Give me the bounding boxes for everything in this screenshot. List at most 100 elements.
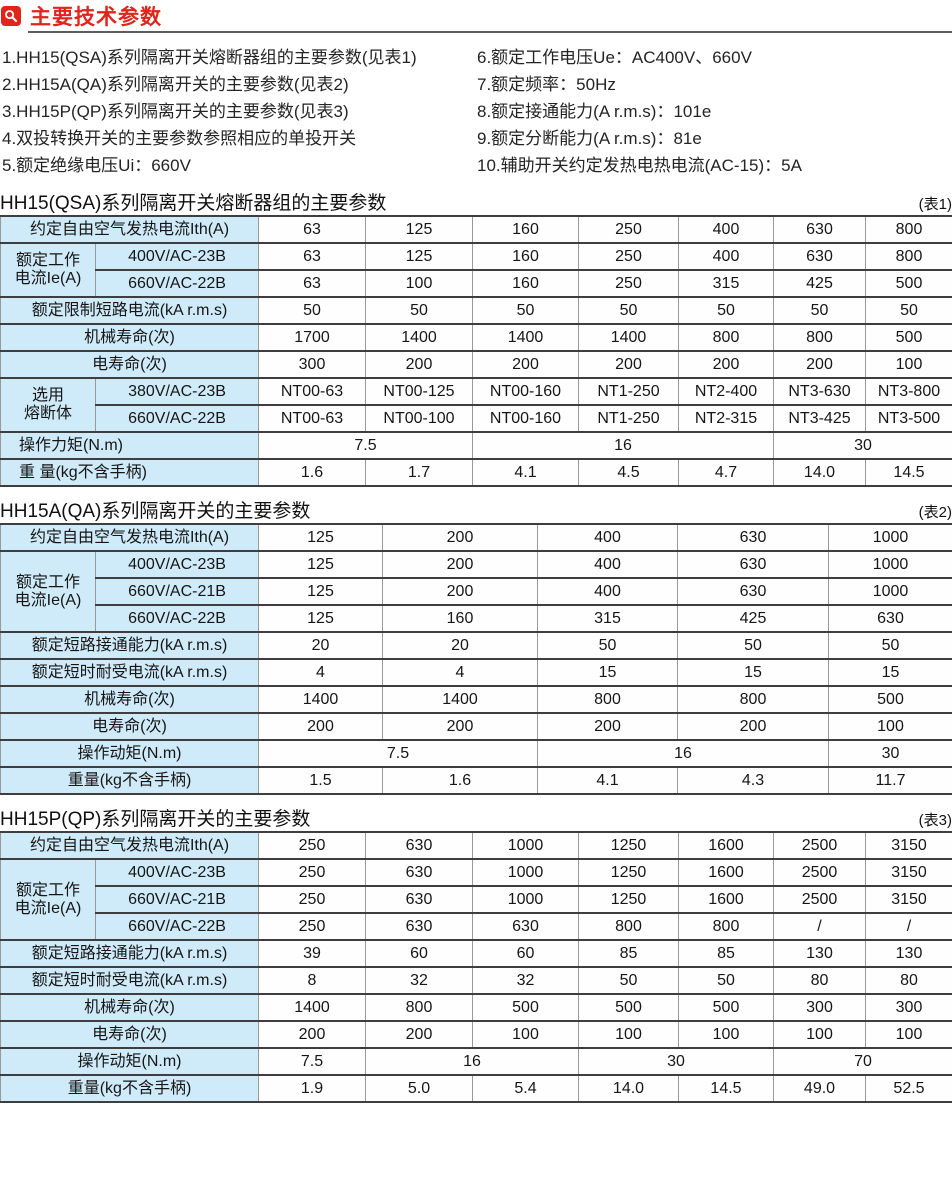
value-cell: 200	[382, 550, 538, 579]
row-label-cell: 电寿命(次)	[0, 712, 259, 741]
value-cell: 200	[678, 350, 774, 379]
value-cell: 160	[472, 215, 579, 244]
value-cell: 3150	[865, 831, 952, 860]
table-row: 660V/AC-21B 250 630 1000 1250 1600 2500 3150	[1, 885, 952, 914]
value-cell: 50	[828, 631, 952, 660]
value-cell: 200	[382, 523, 538, 552]
value-cell: 1600	[678, 831, 774, 860]
value-cell: 4.3	[677, 766, 829, 795]
table-title-row: HH15(QSA)系列隔离开关熔断器组的主要参数 (表1)	[0, 190, 952, 215]
value-cell: 1000	[472, 858, 579, 887]
value-cell: NT3-800	[865, 377, 952, 406]
value-cell: 1000	[828, 523, 952, 552]
value-cell: 630	[365, 831, 473, 860]
table-row: 电寿命(次) 300 200 200 200 200 200 100	[0, 350, 952, 379]
value-cell: 50	[773, 296, 866, 325]
row-label-cell: 额定工作 电流Ie(A)	[0, 858, 96, 941]
row-label-cell: 选用 熔断体	[0, 377, 96, 433]
value-cell: 200	[472, 350, 579, 379]
value-cell: NT2-315	[678, 404, 774, 433]
value-cell: 160	[382, 604, 538, 633]
value-cell: 4.7	[678, 458, 774, 487]
value-cell: 500	[865, 269, 952, 298]
sub-label-cell: 660V/AC-21B	[95, 577, 259, 606]
value-cell: 800	[678, 912, 774, 941]
header-divider	[28, 31, 952, 33]
value-cell: 300	[865, 993, 952, 1022]
value-cell: 200	[677, 712, 829, 741]
spec-table: 约定自由空气发热电流Ith(A) 250 630 1000 1250 1600 2500 31…	[0, 831, 952, 1103]
value-cell: 1600	[678, 858, 774, 887]
note-line: 10.辅助开关约定发热电热电流(AC-15)：5A	[477, 156, 802, 175]
value-cell: 250	[578, 269, 679, 298]
value-cell: 125	[365, 215, 473, 244]
value-cell: NT00-63	[258, 404, 366, 433]
value-cell: 5.0	[365, 1074, 473, 1103]
table-row: 660V/AC-22B 125 160 315 425 630	[1, 604, 952, 633]
value-cell: NT00-63	[258, 377, 366, 406]
table-row: 额定短路接通能力(kA r.m.s) 20 20 50 50 50	[0, 631, 952, 660]
value-cell: 400	[537, 577, 678, 606]
table-title: HH15(QSA)系列隔离开关熔断器组的主要参数	[0, 193, 387, 214]
value-cell: 125	[258, 604, 383, 633]
value-cell: 4.1	[537, 766, 678, 795]
value-cell: 3150	[865, 858, 952, 887]
value-cell: 100	[773, 1020, 866, 1049]
value-cell: 14.5	[865, 458, 952, 487]
value-cell: 315	[537, 604, 678, 633]
note-line: 9.额定分断能力(A r.m.s)：81e	[477, 129, 702, 148]
note-line: 1.HH15(QSA)系列隔离开关熔断器组的主要参数(见表1)	[2, 48, 417, 67]
table-row: 额定工作 电流Ie(A) 400V/AC-23B 63 125 160 250 400 630…	[0, 242, 952, 298]
value-cell: 500	[578, 993, 679, 1022]
value-cell: 2500	[773, 858, 866, 887]
value-cell: 800	[865, 215, 952, 244]
value-cell: 425	[773, 269, 866, 298]
table-row: 660V/AC-22B 63 100 160 250 315 425 500	[1, 269, 952, 298]
sub-label-cell: 660V/AC-22B	[95, 604, 259, 633]
value-cell: NT00-125	[365, 377, 473, 406]
value-cell: 160	[472, 269, 579, 298]
sub-label-cell: 400V/AC-23B	[95, 242, 259, 271]
table-row: 额定短路接通能力(kA r.m.s) 39 60 60 85 85 130 130	[0, 939, 952, 968]
table-row: 重量(kg不含手柄) 1.5 1.6 4.1 4.3 11.7	[0, 766, 952, 795]
table-title-row: HH15A(QA)系列隔离开关的主要参数 (表2)	[0, 498, 952, 523]
value-cell: NT2-400	[678, 377, 774, 406]
value-cell: 100	[578, 1020, 679, 1049]
value-cell: 250	[258, 858, 366, 887]
value-cell: 630	[773, 215, 866, 244]
value-cell: NT1-250	[578, 404, 679, 433]
row-label-cell: 额定工作 电流Ie(A)	[0, 550, 96, 633]
value-cell: 50	[678, 296, 774, 325]
row-label-cell: 机械寿命(次)	[0, 685, 259, 714]
value-cell: 800	[365, 993, 473, 1022]
value-cell: 630	[472, 912, 579, 941]
row-label-cell: 机械寿命(次)	[0, 323, 259, 352]
value-cell: 1.9	[258, 1074, 366, 1103]
value-cell: 50	[677, 631, 829, 660]
note-line: 2.HH15A(QA)系列隔离开关的主要参数(见表2)	[2, 75, 349, 94]
table-row: 操作力矩(N.m) 7.5 16 30	[0, 431, 952, 460]
value-cell: /	[773, 912, 866, 941]
row-label-cell: 额定短路接通能力(kA r.m.s)	[0, 939, 259, 968]
value-cell: 630	[773, 242, 866, 271]
value-cell: 2500	[773, 831, 866, 860]
value-cell: 1000	[472, 885, 579, 914]
value-cell: 1.6	[382, 766, 538, 795]
value-cell: 52.5	[865, 1074, 952, 1103]
tables-container: HH15(QSA)系列隔离开关熔断器组的主要参数 (表1) 约定自由空气发热电流It…	[0, 190, 952, 1103]
table-title-row: HH15P(QP)系列隔离开关的主要参数 (表3)	[0, 806, 952, 831]
value-cell: 3150	[865, 885, 952, 914]
value-cell: 85	[678, 939, 774, 968]
table-row: 额定限制短路电流(kA r.m.s) 50 50 50 50 50 50 50	[0, 296, 952, 325]
value-cell: 800	[678, 323, 774, 352]
value-cell: 630	[365, 912, 473, 941]
table-row: 电寿命(次) 200 200 100 100 100 100 100	[0, 1020, 952, 1049]
value-cell: 63	[258, 215, 366, 244]
value-cell: /	[865, 912, 952, 941]
value-cell: 800	[537, 685, 678, 714]
value-cell: 4.5	[578, 458, 679, 487]
page-title: 主要技术参数	[30, 6, 162, 29]
value-cell: 630	[677, 577, 829, 606]
value-cell: 14.0	[578, 1074, 679, 1103]
value-cell: NT00-100	[365, 404, 473, 433]
